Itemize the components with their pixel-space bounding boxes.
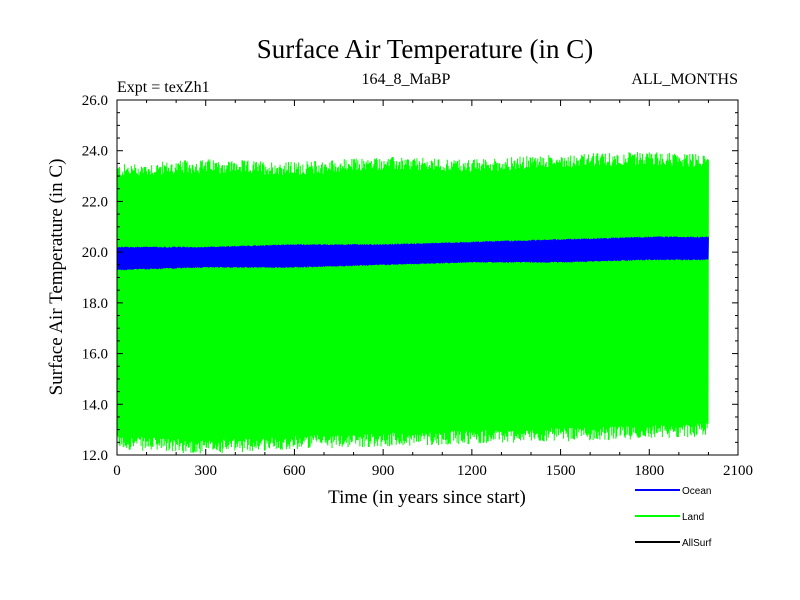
legend: Ocean Land AllSurf — [635, 486, 712, 549]
legend-label-allsurf: AllSurf — [682, 538, 712, 549]
x-tick-label: 1200 — [457, 463, 487, 479]
y-tick-label: 18.0 — [82, 296, 108, 312]
x-tick-label: 1500 — [546, 463, 576, 479]
legend-item-ocean: Ocean — [635, 486, 711, 497]
ocean-series — [117, 236, 709, 271]
y-tick-label: 12.0 — [82, 448, 108, 464]
x-tick-label: 1800 — [634, 463, 664, 479]
chart-title: Surface Air Temperature (in C) — [257, 34, 594, 64]
land-series — [117, 152, 709, 454]
x-tick-label: 2100 — [723, 463, 753, 479]
land-series-line — [117, 152, 709, 454]
y-tick-label: 14.0 — [82, 397, 108, 413]
legend-label-land: Land — [682, 512, 704, 523]
x-tick-label: 0 — [113, 463, 121, 479]
x-axis-label: Time (in years since start) — [328, 487, 526, 508]
x-tick-label: 900 — [372, 463, 395, 479]
x-axis: 0 300 600 900 1200 1500 1800 2100 — [113, 100, 753, 479]
y-axis: 12.0 14.0 16.0 18.0 20.0 22.0 24.0 26.0 — [82, 93, 738, 464]
legend-item-allsurf: AllSurf — [635, 538, 712, 549]
y-axis-label: Surface Air Temperature (in C) — [46, 159, 67, 396]
y-tick-label: 22.0 — [82, 194, 108, 210]
period-label: 164_8_MaBP — [362, 71, 451, 88]
y-tick-label: 24.0 — [82, 144, 108, 160]
legend-label-ocean: Ocean — [682, 486, 711, 497]
y-tick-label: 26.0 — [82, 93, 108, 109]
legend-item-land: Land — [635, 512, 704, 523]
ocean-series-line — [117, 236, 709, 271]
months-label: ALL_MONTHS — [631, 71, 738, 88]
x-tick-label: 600 — [283, 463, 306, 479]
y-tick-label: 16.0 — [82, 347, 108, 363]
experiment-label: Expt = texZh1 — [117, 79, 210, 96]
x-tick-label: 300 — [194, 463, 217, 479]
y-tick-label: 20.0 — [82, 245, 108, 261]
